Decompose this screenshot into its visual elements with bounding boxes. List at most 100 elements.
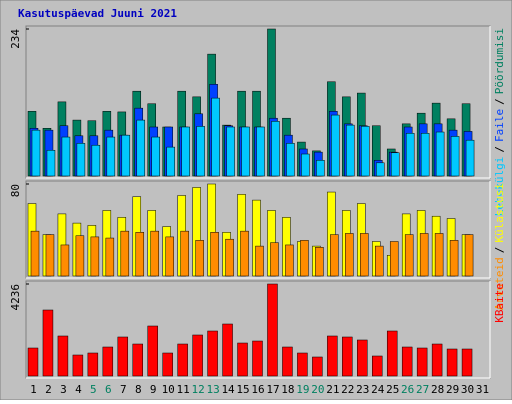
legend: KBaite bbox=[493, 283, 506, 323]
x-tick-label: 2 bbox=[45, 383, 52, 396]
bar bbox=[76, 143, 86, 177]
bar bbox=[166, 146, 175, 177]
bar bbox=[446, 348, 458, 377]
legend-separator: / bbox=[493, 98, 506, 105]
x-tick-label: 13 bbox=[206, 383, 219, 396]
bar bbox=[449, 240, 459, 277]
bar bbox=[331, 114, 340, 177]
bar bbox=[165, 236, 174, 277]
bar bbox=[180, 230, 189, 277]
bar bbox=[420, 133, 430, 177]
bar bbox=[327, 335, 338, 377]
bar bbox=[136, 119, 146, 177]
x-tick-label: 29 bbox=[446, 383, 459, 396]
x-tick-label: 17 bbox=[266, 383, 279, 396]
bar bbox=[435, 131, 445, 177]
bar bbox=[207, 330, 218, 377]
legend-entry: KBaite bbox=[493, 283, 506, 323]
x-tick-label: 11 bbox=[177, 383, 190, 396]
bar bbox=[405, 133, 415, 177]
x-tick-label: 12 bbox=[192, 383, 205, 396]
bar bbox=[57, 335, 69, 377]
bar bbox=[300, 240, 309, 277]
bar bbox=[372, 355, 383, 377]
legend-entry: Pöördumisi bbox=[493, 28, 506, 94]
x-tick-label: 26 bbox=[401, 383, 414, 396]
bar bbox=[222, 323, 233, 377]
x-tick-label: 7 bbox=[120, 383, 127, 396]
bar bbox=[196, 126, 205, 177]
x-tick-label: 4 bbox=[75, 383, 82, 396]
bar bbox=[404, 234, 414, 277]
x-tick-label: 19 bbox=[296, 383, 309, 396]
bar bbox=[192, 334, 203, 377]
bar bbox=[90, 236, 100, 277]
bar bbox=[431, 343, 443, 377]
x-tick-label: 25 bbox=[386, 383, 399, 396]
bar bbox=[464, 234, 474, 277]
bar bbox=[389, 241, 399, 277]
bar bbox=[91, 144, 101, 177]
bar bbox=[162, 352, 173, 377]
x-tick-label: 20 bbox=[311, 383, 324, 396]
legend: Lehekülgi / Faile / Pöördumisi bbox=[493, 28, 506, 216]
bar bbox=[346, 124, 355, 177]
bar bbox=[330, 234, 339, 277]
x-tick-label: 24 bbox=[371, 383, 385, 396]
bar bbox=[226, 126, 235, 177]
bar bbox=[450, 136, 460, 177]
bar bbox=[42, 309, 54, 377]
legend: Arvuteid / Külastusi bbox=[493, 183, 506, 310]
legend-entry: Külastusi bbox=[493, 183, 506, 243]
bar bbox=[461, 348, 473, 377]
bar bbox=[237, 342, 248, 377]
bar bbox=[211, 97, 220, 177]
bar bbox=[120, 230, 130, 277]
bar bbox=[241, 126, 250, 177]
legend-entry: Faile bbox=[493, 109, 506, 142]
legend-separator: / bbox=[493, 146, 506, 153]
bar bbox=[75, 235, 85, 277]
chart-title: Kasutuspäevad Juuni 2021 bbox=[18, 7, 177, 20]
bar bbox=[375, 245, 384, 277]
bar bbox=[312, 356, 323, 377]
x-tick-label: 1 bbox=[30, 383, 37, 396]
bar bbox=[401, 346, 413, 377]
x-tick-label: 21 bbox=[326, 383, 339, 396]
bar bbox=[376, 162, 385, 177]
bar bbox=[286, 143, 295, 177]
y-tick-label: 234 bbox=[9, 29, 22, 49]
bar bbox=[434, 233, 444, 277]
bar bbox=[357, 339, 368, 377]
bar bbox=[301, 153, 310, 177]
bar bbox=[72, 354, 84, 377]
bar bbox=[60, 244, 70, 277]
y-tick-label: 80 bbox=[9, 184, 22, 197]
x-tick-label: 6 bbox=[105, 383, 112, 396]
bar bbox=[271, 121, 280, 177]
bar bbox=[390, 152, 400, 177]
x-tick-label: 23 bbox=[356, 383, 369, 396]
x-tick-label: 18 bbox=[281, 383, 294, 396]
bar bbox=[102, 346, 114, 377]
bar bbox=[256, 126, 265, 177]
bar bbox=[210, 232, 219, 277]
bar bbox=[282, 346, 293, 377]
legend-separator: / bbox=[493, 247, 506, 254]
bar bbox=[105, 237, 115, 277]
bar bbox=[360, 233, 369, 277]
bar bbox=[225, 238, 234, 277]
bar bbox=[150, 230, 159, 277]
x-tick-label: 28 bbox=[431, 383, 444, 396]
x-tick-label: 30 bbox=[461, 383, 474, 396]
bar bbox=[30, 230, 40, 277]
bar bbox=[46, 149, 56, 177]
bar bbox=[181, 126, 190, 177]
bar bbox=[177, 343, 188, 377]
bar bbox=[195, 240, 204, 277]
bar bbox=[106, 136, 116, 177]
x-tick-label: 10 bbox=[162, 383, 175, 396]
x-tick-label: 31 bbox=[476, 383, 489, 396]
bar bbox=[386, 330, 398, 377]
